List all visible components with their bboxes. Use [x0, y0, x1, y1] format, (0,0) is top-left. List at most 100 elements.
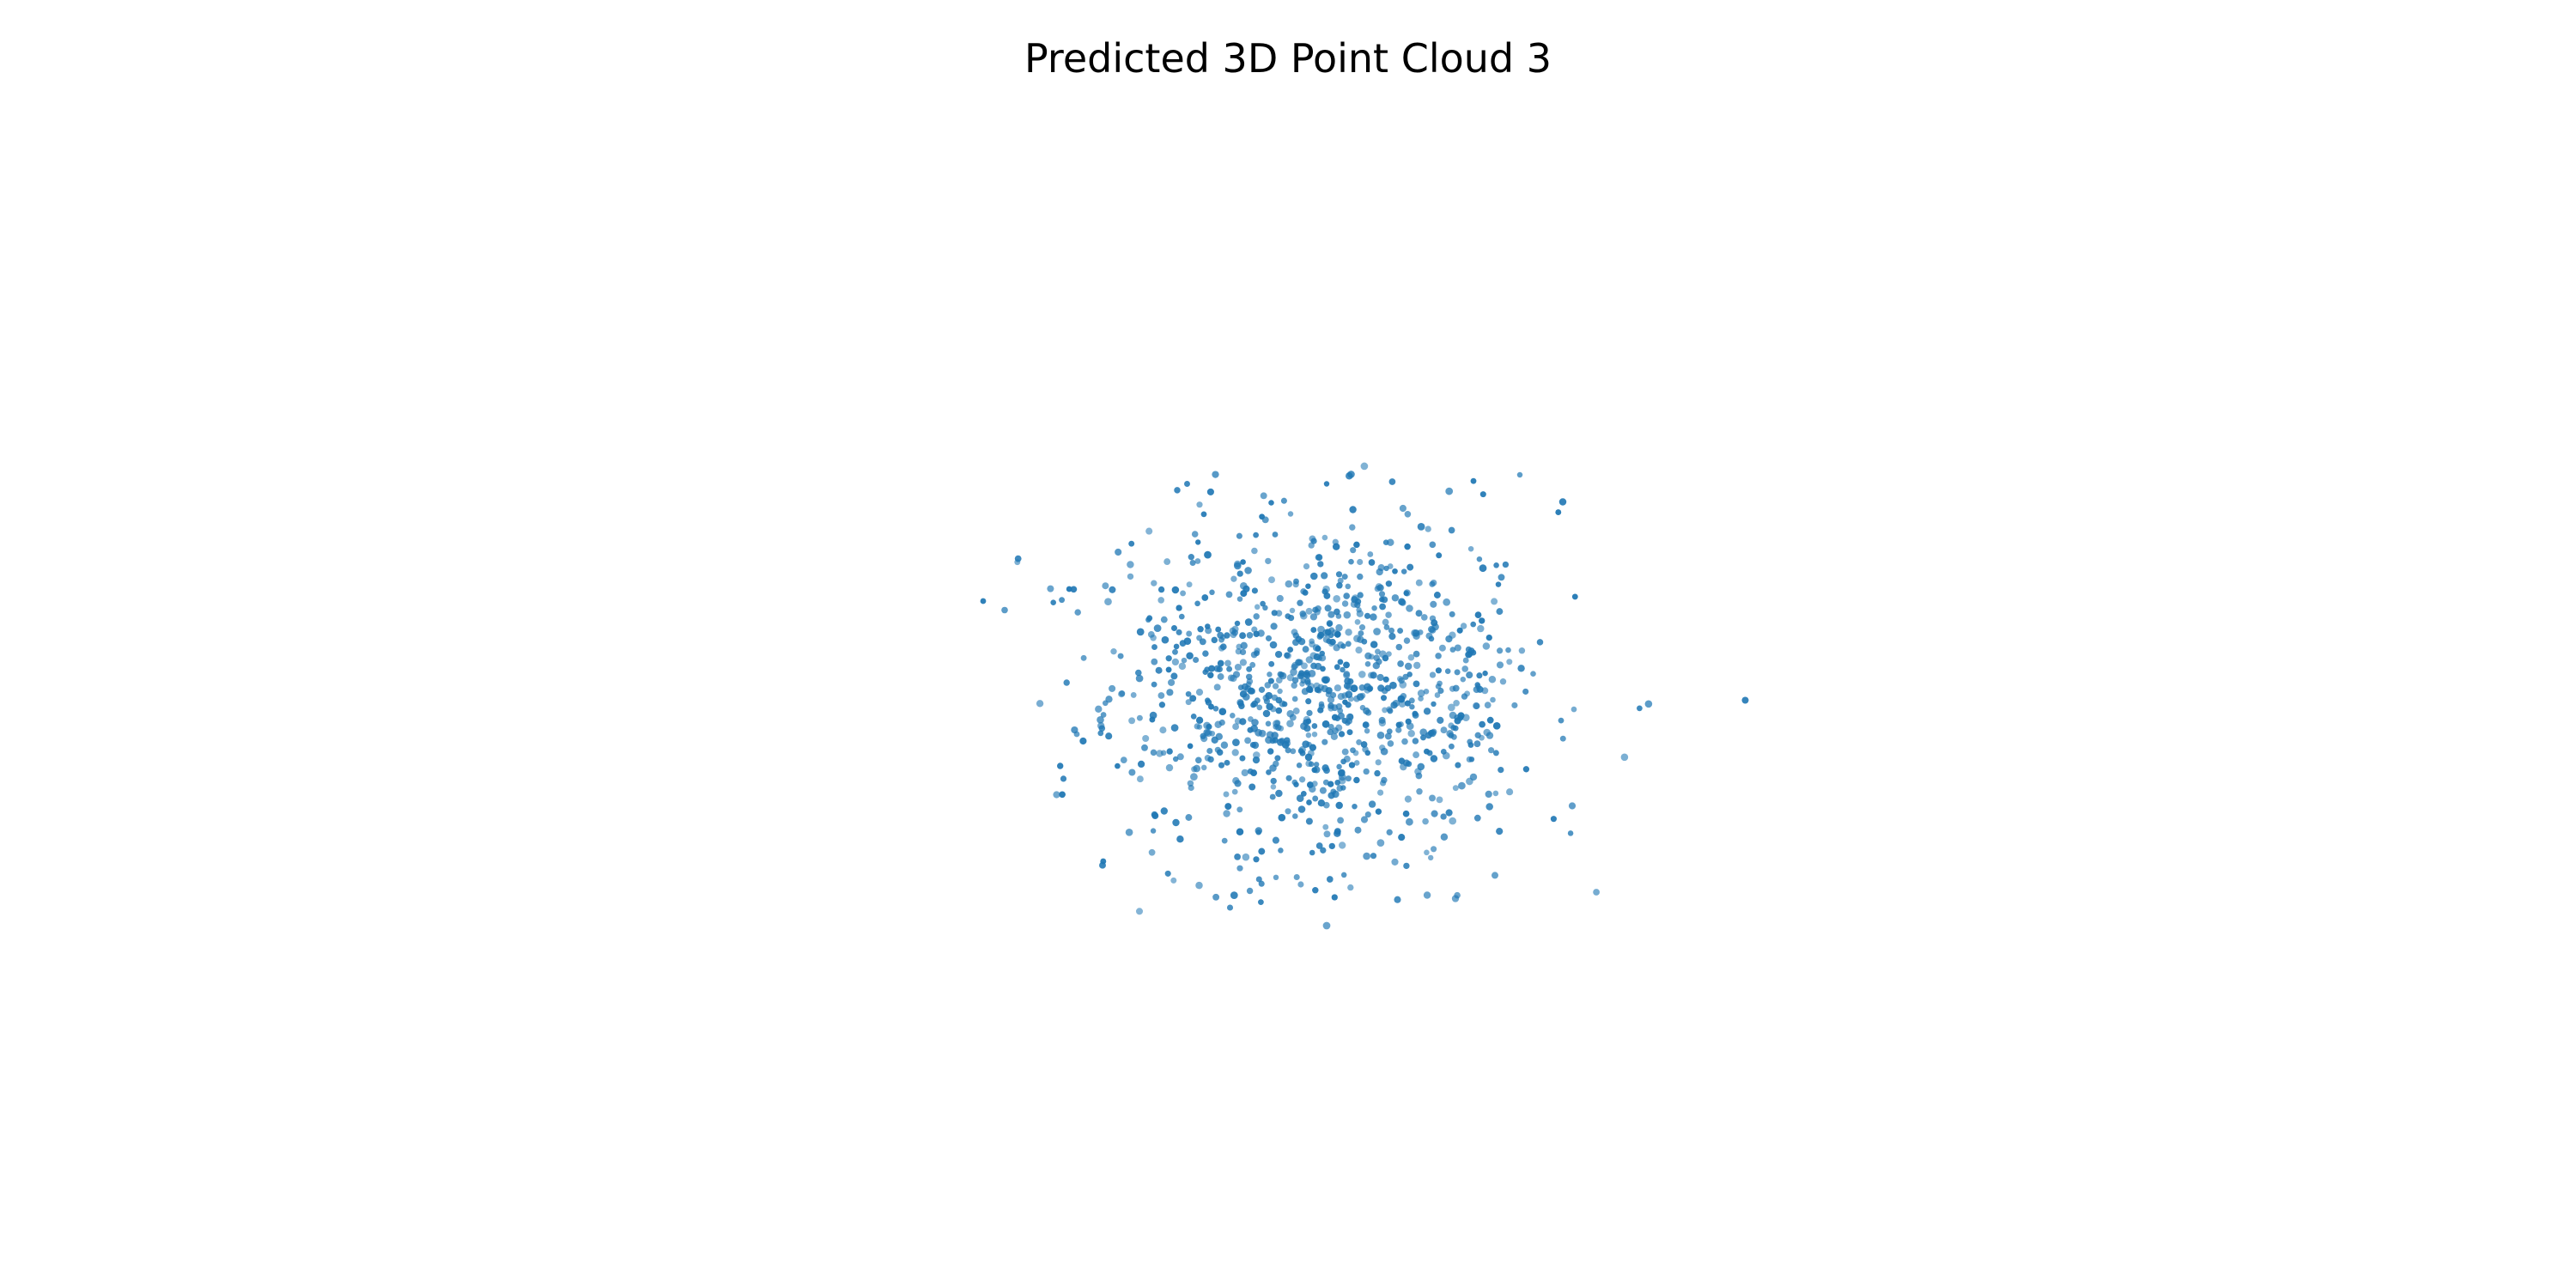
scatter-point [1363, 852, 1370, 860]
scatter-point [1194, 600, 1200, 607]
scatter-point [1267, 677, 1274, 684]
scatter-point [1349, 506, 1357, 513]
scatter-point [1318, 701, 1325, 708]
scatter-point [1341, 600, 1349, 607]
scatter-point [1258, 729, 1267, 738]
scatter-point [1150, 749, 1157, 756]
scatter-point [1386, 651, 1392, 657]
scatter-point [1353, 760, 1360, 766]
scatter-point [1387, 740, 1394, 747]
scatter-point [1506, 659, 1513, 665]
scatter-point [1060, 775, 1067, 782]
scatter-point [1305, 817, 1313, 825]
scatter-point [1362, 721, 1370, 729]
scatter-point [1451, 733, 1457, 740]
scatter-point [1350, 684, 1358, 693]
scatter-point [1555, 509, 1562, 516]
scatter-point [1309, 572, 1318, 580]
scatter-point [1300, 588, 1307, 595]
scatter-point [1336, 582, 1343, 589]
scatter-point [1466, 671, 1473, 679]
scatter-point [1097, 722, 1105, 730]
scatter-point [1321, 738, 1328, 745]
scatter-point [1315, 842, 1323, 849]
scatter-point [1485, 790, 1492, 799]
scatter-point [1099, 861, 1106, 869]
scatter-point [1249, 741, 1256, 749]
scatter-point [1221, 837, 1228, 844]
scatter-point [1236, 828, 1244, 836]
scatter-point [1437, 687, 1444, 695]
scatter-point [1413, 751, 1420, 759]
scatter-point [1350, 747, 1356, 754]
scatter-point [1345, 629, 1352, 636]
scatter-point [1056, 762, 1064, 769]
scatter-point [1327, 792, 1335, 799]
scatter-point [1343, 682, 1351, 690]
scatter-point [1428, 635, 1435, 642]
scatter-point [1321, 720, 1330, 728]
scatter-point [1454, 644, 1461, 652]
scatter-point [1253, 613, 1260, 620]
scatter-point [1309, 613, 1318, 621]
scatter-point [1400, 762, 1407, 771]
scatter-point [1190, 773, 1198, 781]
scatter-point [1230, 891, 1238, 899]
scatter-point [1442, 751, 1450, 760]
scatter-point [1157, 586, 1165, 593]
scatter-point [1306, 781, 1314, 788]
scatter-point [1284, 652, 1291, 659]
scatter-point [1354, 826, 1362, 834]
scatter-point [1357, 558, 1364, 566]
scatter-point [1279, 671, 1287, 680]
scatter-point [1239, 632, 1247, 640]
scatter-point [1449, 647, 1456, 653]
scatter-point [1419, 728, 1428, 737]
scatter-point [1142, 734, 1150, 743]
scatter-point [1156, 750, 1163, 757]
scatter-point [1347, 713, 1354, 720]
scatter-point [1354, 619, 1361, 625]
scatter-point [1488, 747, 1495, 754]
scatter-point [1429, 541, 1437, 549]
scatter-point [1492, 721, 1501, 730]
scatter-point [1637, 705, 1643, 712]
scatter-point [1063, 679, 1070, 686]
scatter-point [1236, 806, 1243, 813]
scatter-point [1402, 810, 1410, 817]
scatter-point [1407, 730, 1415, 738]
scatter-point [1343, 611, 1352, 619]
scatter-point [1349, 524, 1356, 531]
scatter-point [1115, 762, 1121, 769]
scatter-point [1104, 598, 1112, 606]
scatter-point [1296, 794, 1304, 802]
scatter-point [1109, 684, 1116, 692]
scatter-point [1334, 664, 1340, 671]
scatter-point [1135, 908, 1144, 915]
scatter-point [1291, 661, 1299, 670]
scatter-point [1409, 703, 1415, 710]
scatter-point [1298, 670, 1305, 677]
scatter-point [1310, 538, 1317, 544]
scatter-point [1364, 811, 1371, 818]
scatter-point [1404, 511, 1412, 518]
scatter-point [1239, 581, 1248, 590]
scatter-point [1405, 718, 1412, 725]
scatter-point [1496, 828, 1504, 835]
scatter-point [1240, 590, 1248, 598]
scatter-point [1262, 605, 1268, 611]
scatter-point [1240, 559, 1246, 565]
scatter-point [1517, 665, 1525, 672]
scatter-point [1262, 709, 1271, 718]
scatter-point [1145, 527, 1153, 535]
scatter-point [1265, 720, 1272, 727]
scatter-point [1370, 853, 1377, 860]
scatter-point [1448, 743, 1455, 750]
scatter-point [1383, 624, 1390, 630]
scatter-point [1195, 881, 1203, 890]
scatter-point [1345, 583, 1352, 590]
scatter-point [1223, 791, 1230, 798]
scatter-point [1362, 745, 1369, 753]
scatter-point [1337, 817, 1345, 824]
scatter-point [1208, 703, 1214, 710]
